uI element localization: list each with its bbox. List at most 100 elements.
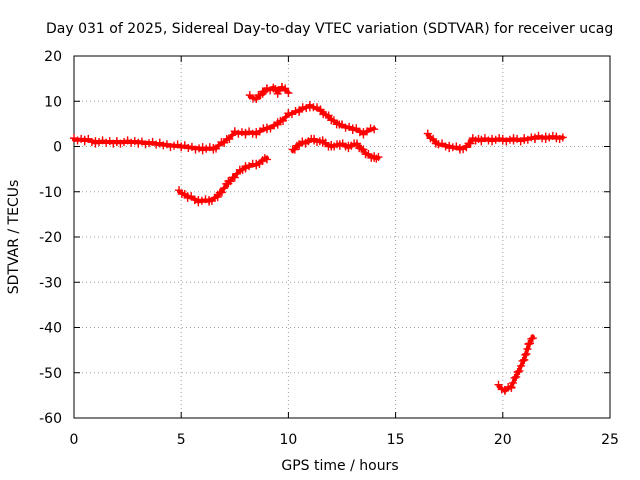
data-point (281, 84, 290, 93)
x-tick-label: 0 (70, 432, 79, 448)
data-point (141, 140, 150, 149)
data-point (434, 140, 443, 149)
data-point (95, 137, 104, 146)
data-point (484, 136, 493, 145)
data-point (429, 134, 438, 143)
x-tick-label: 15 (387, 432, 405, 448)
data-point (262, 123, 271, 132)
data-point (241, 128, 250, 137)
data-point (491, 135, 500, 144)
data-point (507, 383, 516, 392)
y-tick-label: -30 (39, 275, 62, 291)
data-point (191, 145, 200, 154)
x-tick-label: 10 (279, 432, 297, 448)
y-tick-label: 20 (44, 49, 62, 65)
x-tick-label: 5 (177, 432, 186, 448)
y-tick-label: 0 (53, 140, 62, 156)
data-point (528, 334, 537, 343)
series-right (423, 129, 567, 154)
data-point (521, 350, 530, 359)
data-point (538, 134, 547, 143)
data-point (198, 146, 207, 155)
data-point (541, 135, 550, 144)
data-point (515, 366, 524, 375)
x-tick-label: 25 (601, 432, 619, 448)
data-point (518, 356, 527, 365)
data-point (329, 116, 338, 125)
y-tick-label: -50 (39, 366, 62, 382)
data-point (423, 129, 432, 138)
data-point (316, 105, 325, 114)
data-point (520, 355, 529, 364)
data-point (353, 139, 362, 148)
data-point (341, 123, 350, 132)
chart-title: Day 031 of 2025, Sidereal Day-to-day VTE… (46, 21, 613, 37)
data-point (505, 135, 514, 144)
data-point (213, 193, 222, 202)
data-point (488, 137, 497, 146)
data-point (359, 145, 368, 154)
data-point (525, 339, 534, 348)
data-point (324, 111, 333, 120)
data-point (545, 133, 554, 142)
data-point (159, 141, 168, 150)
data-point (202, 144, 211, 153)
data-point (91, 139, 100, 148)
series-drop (494, 334, 537, 395)
data-point (374, 153, 383, 162)
data-point (441, 142, 450, 151)
y-tick-label: -60 (39, 411, 62, 427)
data-point (248, 129, 257, 138)
data-point (284, 89, 293, 97)
data-point (259, 124, 268, 133)
data-point (145, 139, 154, 148)
data-point (177, 142, 186, 151)
data-point (502, 137, 511, 146)
data-point (170, 141, 179, 150)
x-axis-label: GPS time / hours (281, 458, 398, 474)
grid (74, 56, 610, 418)
data-point (184, 144, 193, 153)
data-point (366, 124, 375, 133)
data-point (510, 373, 519, 382)
y-tick-labels: -60 -50 -40 -30 -20 -10 0 10 20 (39, 49, 62, 427)
data-point (217, 188, 226, 197)
y-tick-label: -20 (39, 230, 62, 246)
y-axis-label: SDTVAR / TECUs (6, 180, 22, 295)
data-point (558, 133, 567, 142)
data-point (234, 129, 243, 138)
data-point (477, 135, 486, 144)
data-point (73, 136, 82, 145)
data-point (522, 349, 531, 358)
data-point (195, 144, 204, 153)
data-point (509, 136, 518, 145)
data-point (512, 372, 521, 381)
data-point (134, 138, 143, 147)
data-point (284, 109, 293, 118)
data-point (445, 144, 454, 153)
data-point (352, 124, 361, 133)
data-point (127, 138, 136, 147)
y-tick-label: -10 (39, 185, 62, 201)
data-point (523, 344, 532, 353)
series-main (70, 100, 379, 155)
data-point (120, 137, 129, 146)
y-tick-label: -40 (39, 321, 62, 337)
data-point (530, 133, 539, 142)
data-point (102, 138, 111, 147)
x-tick-labels: 0 5 10 15 20 25 (70, 432, 619, 448)
data-point (166, 142, 175, 151)
series-group (70, 82, 567, 395)
data-point (513, 367, 522, 376)
data-point (448, 143, 457, 152)
series-low-arc (175, 154, 271, 207)
data-point (194, 198, 203, 207)
data-point (494, 380, 503, 389)
data-point (291, 107, 300, 116)
data-point (517, 361, 526, 370)
data-point (220, 184, 229, 193)
data-point (262, 155, 271, 164)
data-point (116, 139, 125, 148)
data-point (298, 103, 307, 112)
